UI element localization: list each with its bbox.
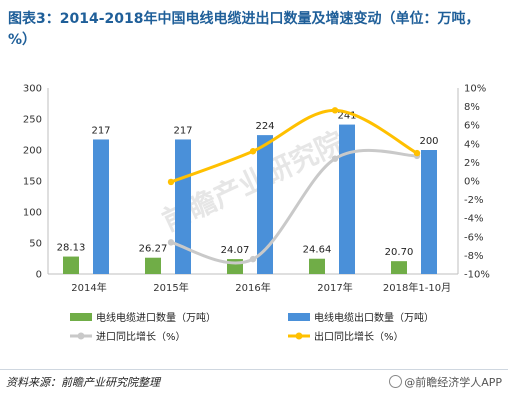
y-left-tick-label: 200 [23,146,42,157]
import-data-label: 20.70 [385,247,414,258]
import-growth-point [331,155,339,162]
y-right-tick-label: -10% [464,270,490,281]
x-tick-label: 2018年1-10月 [383,281,451,294]
export-data-label: 241 [337,111,356,122]
footer-divider [0,369,508,370]
import-growth-point [167,239,175,246]
brand-logo-icon [389,375,403,388]
import-bar [391,261,407,274]
y-left-tick-label: 250 [23,115,42,126]
x-tick-label: 2016年 [235,281,270,294]
import-data-label: 24.64 [303,245,332,256]
import-bar [145,257,161,274]
import-data-label: 28.13 [57,243,86,254]
import-data-label: 26.27 [139,244,168,255]
export-data-label: 217 [91,125,110,136]
y-right-tick-label: -8% [464,251,483,262]
brand-text: @前瞻经济学人APP [404,376,502,389]
export-bar [339,124,355,274]
source-note: 资料来源：前瞻产业研究院整理 [6,376,160,389]
legend-label: 进口同比增长（%） [96,330,186,343]
import-data-label: 24.07 [221,245,250,256]
legend-swatch [288,313,310,321]
y-right-tick-label: 0% [464,177,480,188]
y-right-tick-label: 2% [464,158,480,169]
y-right-tick-label: -4% [464,214,483,225]
import-growth-point [249,255,257,263]
y-right-tick-label: 8% [464,102,480,113]
legend-label: 出口同比增长（%） [314,330,404,343]
legend-swatch [70,313,92,321]
chart-canvas: 前瞻产业研究院050100150200250300-10%-8%-6%-4%-2… [23,84,490,344]
export-bar [175,139,191,274]
y-right-tick-label: -6% [464,232,483,243]
legend-marker [77,332,85,340]
y-left-tick-label: 0 [36,270,42,281]
export-growth-point [331,107,339,114]
export-growth-point [167,178,175,186]
y-left-tick-label: 100 [23,208,42,219]
export-growth-line [169,108,419,184]
export-data-label: 217 [173,125,192,136]
chart-title: 图表3：2014-2018年中国电线电缆进出口数量及增速变动（单位：万吨，%） [8,11,480,48]
x-tick-label: 2017年 [317,281,352,294]
y-left-tick-label: 150 [23,177,42,188]
y-right-tick-label: 6% [464,121,480,132]
x-tick-label: 2014年 [71,281,106,294]
import-bar [63,256,79,274]
export-bar [93,139,109,274]
export-bar [421,150,437,274]
export-data-label: 200 [419,136,438,147]
legend-marker [295,332,303,340]
import-growth-line [169,148,419,265]
export-bar [257,135,273,274]
y-left-tick-label: 50 [29,239,42,250]
y-right-tick-label: -2% [464,195,483,206]
y-left-tick-label: 300 [23,84,42,95]
x-tick-label: 2015年 [153,281,188,294]
import-bar [309,258,325,274]
export-growth-point [249,148,257,155]
brand-credit: @前瞻经济学人APP [389,374,502,390]
legend-label: 电线电缆出口数量（万吨） [314,311,434,324]
y-right-tick-label: 4% [464,139,480,150]
y-right-tick-label: 10% [464,84,486,95]
export-growth-point [413,149,421,157]
legend-label: 电线电缆进口数量（万吨） [96,311,216,324]
export-data-label: 224 [255,121,274,132]
